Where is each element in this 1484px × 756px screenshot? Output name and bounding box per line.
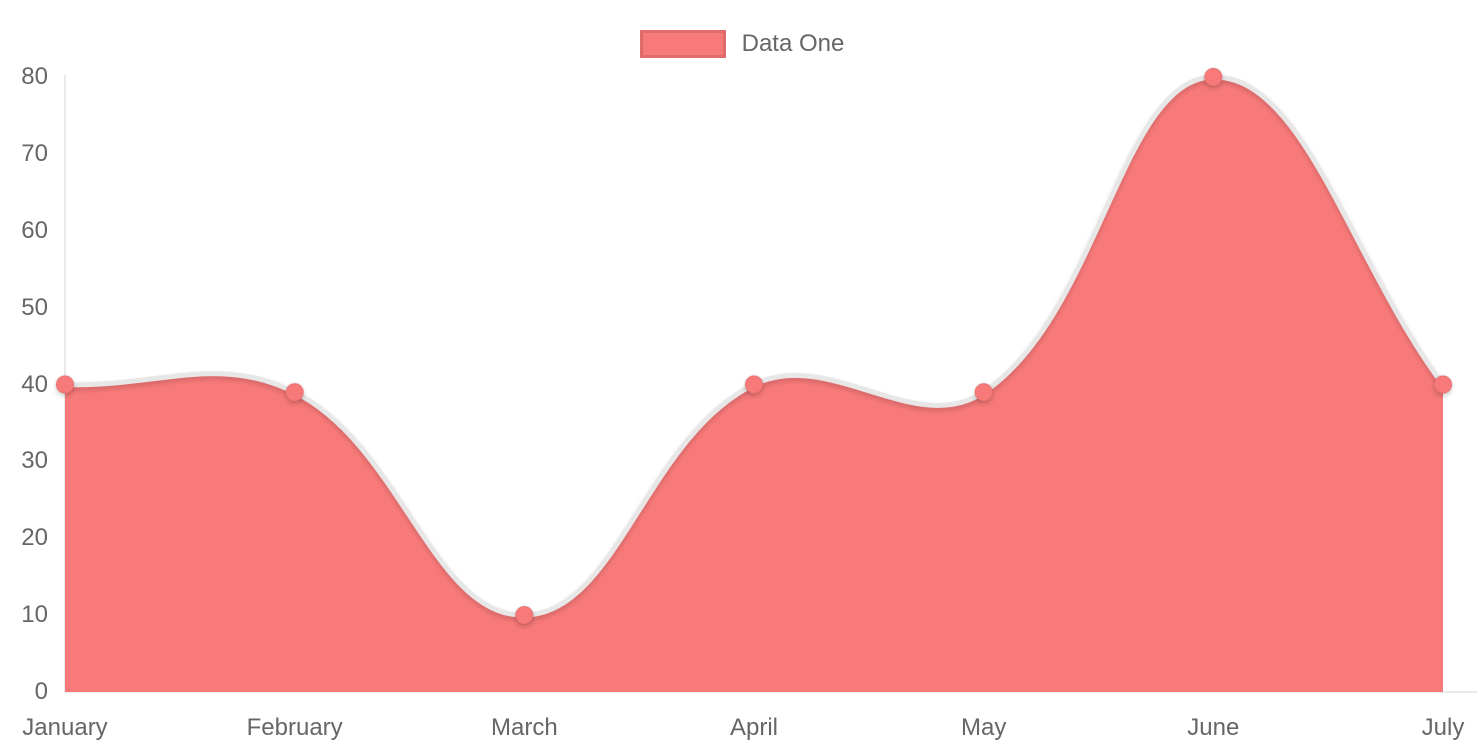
data-point[interactable] [514, 605, 535, 626]
data-point[interactable] [284, 382, 305, 403]
chart-legend[interactable]: Data One [0, 30, 1484, 58]
data-point[interactable] [744, 374, 764, 395]
legend-swatch [639, 30, 726, 58]
data-point[interactable] [1433, 374, 1453, 395]
data-point[interactable] [1203, 67, 1224, 87]
data-point[interactable] [973, 382, 994, 403]
data-point[interactable] [55, 374, 75, 395]
legend-label: Data One [741, 30, 845, 57]
